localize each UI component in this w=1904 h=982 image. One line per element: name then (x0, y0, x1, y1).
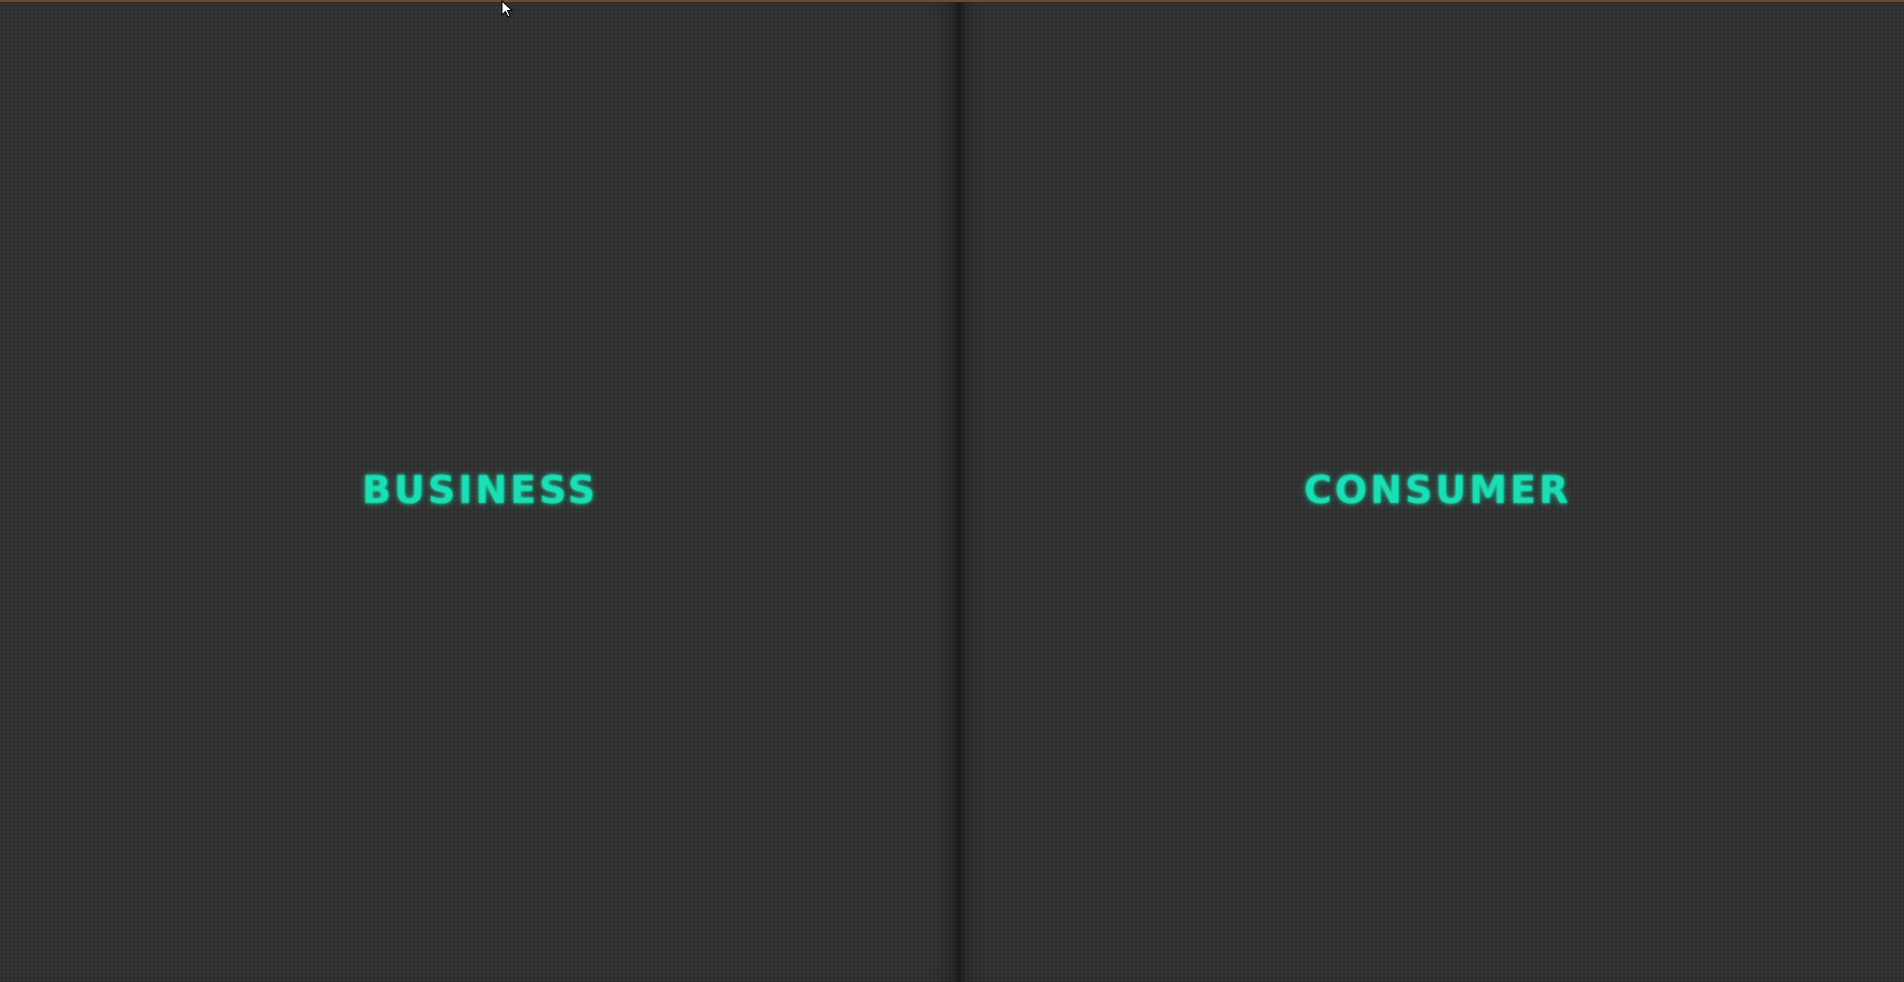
business-label: BUSINESS (362, 468, 599, 512)
business-label-wrap[interactable]: BUSINESS (362, 468, 598, 512)
panel-divider (952, 0, 966, 982)
consumer-panel[interactable] (958, 0, 1904, 982)
top-edge-strip (0, 0, 1904, 2)
consumer-label: CONSUMER (1304, 468, 1572, 512)
consumer-label-wrap[interactable]: CONSUMER (1304, 468, 1571, 512)
mouse-pointer-icon (501, 0, 513, 18)
business-panel[interactable] (0, 0, 958, 982)
